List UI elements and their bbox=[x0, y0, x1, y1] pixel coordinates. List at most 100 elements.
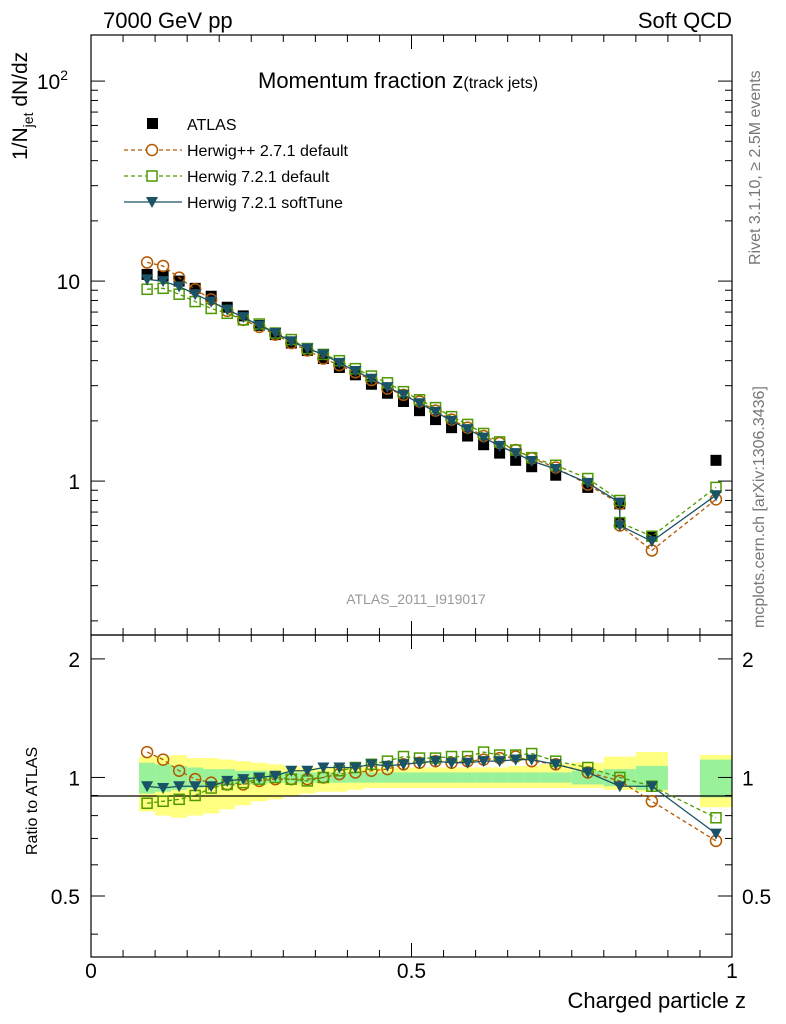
ratio-panel: 0.5 0.5 1 1 2 2 bbox=[51, 634, 771, 958]
data-point bbox=[710, 454, 722, 466]
ratio-y-tick-label: 1 bbox=[68, 767, 80, 790]
data-point bbox=[613, 497, 626, 509]
legend-label-softtune: Herwig 7.2.1 softTune bbox=[187, 195, 343, 212]
ratio-point bbox=[317, 762, 330, 774]
band-inner bbox=[299, 772, 316, 783]
ratio-point bbox=[205, 781, 218, 793]
y-tick-label: 102 bbox=[37, 67, 68, 94]
data-point bbox=[510, 454, 522, 466]
data-point bbox=[581, 477, 594, 489]
ratio-point bbox=[141, 781, 154, 793]
x-tick-labels: 0 0.5 1 bbox=[85, 960, 738, 983]
legend-item-herwigpp: Herwig++ 2.7.1 default bbox=[124, 143, 349, 160]
band-inner bbox=[427, 772, 444, 783]
ratio-y-tick-label-right: 1 bbox=[742, 767, 754, 790]
legend-label-herwig721: Herwig 7.2.1 default bbox=[187, 169, 330, 186]
x-tick-label: 0.5 bbox=[397, 960, 426, 983]
data-point bbox=[414, 405, 426, 417]
ratio-point bbox=[445, 757, 458, 769]
ratio-point bbox=[709, 828, 722, 840]
y-axis-label-bottom: Ratio to ATLAS bbox=[24, 747, 41, 855]
legend-label-herwigpp: Herwig++ 2.7.1 default bbox=[187, 143, 349, 160]
ratio-y-tick-label-right: 0.5 bbox=[742, 886, 771, 909]
data-point bbox=[317, 349, 330, 361]
energy-label: 7000 GeV pp bbox=[103, 8, 233, 33]
ratio-ticks: 0.5 0.5 1 1 2 2 bbox=[51, 635, 771, 957]
ratio-point bbox=[613, 781, 626, 793]
ratio-point bbox=[269, 770, 282, 782]
band-inner bbox=[395, 772, 412, 783]
ratio-point bbox=[333, 762, 346, 774]
band-inner bbox=[331, 772, 348, 783]
ratio-point bbox=[221, 775, 234, 787]
data-point bbox=[269, 328, 282, 340]
ratio-point bbox=[461, 757, 474, 769]
data-point bbox=[709, 490, 722, 502]
data-point bbox=[253, 320, 266, 332]
legend-item-softtune: Herwig 7.2.1 softTune bbox=[124, 195, 343, 212]
ratio-point bbox=[493, 756, 506, 768]
data-point bbox=[446, 422, 458, 434]
ratio-point bbox=[397, 759, 410, 771]
ratio-point bbox=[645, 795, 659, 808]
ratio-point bbox=[237, 774, 250, 786]
band-inner bbox=[379, 772, 396, 783]
ratio-point bbox=[156, 753, 170, 766]
ratio-point bbox=[141, 797, 153, 809]
legend-label-atlas: ATLAS bbox=[187, 117, 237, 134]
ratio-point bbox=[140, 745, 154, 759]
band-inner bbox=[539, 772, 572, 783]
band-inner bbox=[459, 772, 476, 783]
data-point bbox=[429, 406, 442, 418]
ratio-point bbox=[173, 793, 185, 806]
mcplots-label: mcplots.cern.ch [arXiv:1306.3436] bbox=[751, 386, 768, 628]
ratio-point bbox=[477, 756, 490, 768]
data-point bbox=[221, 304, 234, 316]
band-inner bbox=[699, 759, 732, 798]
ratio-point bbox=[285, 765, 298, 777]
ratio-point bbox=[301, 765, 314, 777]
data-point bbox=[189, 282, 201, 294]
y-axis-label-top: 1/Njet dN/dz bbox=[9, 52, 36, 160]
data-point bbox=[140, 256, 154, 269]
data-point bbox=[301, 343, 314, 355]
ratio-point bbox=[173, 781, 186, 793]
data-point bbox=[477, 432, 490, 444]
ratio-point bbox=[253, 772, 266, 784]
data-point bbox=[413, 398, 426, 410]
band-inner bbox=[475, 772, 492, 783]
chart-title: Momentum fraction z(track jets) bbox=[258, 68, 538, 93]
data-point bbox=[430, 414, 442, 426]
x-tick-label: 0 bbox=[85, 960, 97, 983]
ratio-point bbox=[549, 759, 562, 771]
data-point bbox=[613, 520, 626, 532]
legend-marker-herwigpp bbox=[145, 143, 159, 157]
ratio-point bbox=[157, 783, 170, 795]
ratio-point bbox=[365, 759, 378, 771]
x-axis-label: Charged particle z bbox=[567, 988, 746, 1013]
ratio-point bbox=[509, 754, 522, 766]
legend-item-atlas: ATLAS bbox=[147, 117, 237, 134]
legend-marker-herwig721 bbox=[146, 170, 158, 182]
ratio-point bbox=[349, 762, 362, 774]
data-point bbox=[157, 276, 170, 288]
main-series bbox=[140, 256, 723, 557]
ratio-y-tick-label: 2 bbox=[68, 649, 80, 672]
ratio-point bbox=[157, 795, 169, 808]
data-point bbox=[646, 530, 658, 542]
band-inner bbox=[443, 772, 460, 783]
data-point bbox=[509, 448, 522, 460]
ratio-point bbox=[189, 781, 202, 793]
data-point bbox=[349, 366, 362, 378]
legend-marker-atlas bbox=[147, 118, 158, 129]
data-point bbox=[173, 275, 185, 287]
ratio-y-tick-label-right: 2 bbox=[742, 649, 754, 672]
analysis-id: ATLAS_2011_I919017 bbox=[346, 591, 486, 607]
ratio-point bbox=[645, 781, 658, 793]
band-inner bbox=[635, 765, 668, 790]
x-tick-label: 1 bbox=[726, 960, 738, 983]
legend: ATLAS Herwig++ 2.7.1 default Herwig 7.2.… bbox=[124, 117, 349, 212]
data-point bbox=[462, 430, 474, 442]
data-point bbox=[397, 396, 409, 408]
